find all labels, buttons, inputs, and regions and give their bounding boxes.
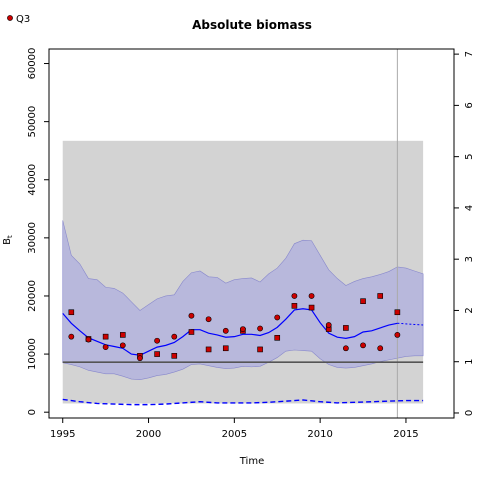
observation-square <box>171 353 178 359</box>
observation-circle <box>222 327 229 334</box>
observation-circle <box>85 336 92 343</box>
observation-square <box>308 304 315 311</box>
observation-circle <box>188 312 195 319</box>
observation-circle <box>154 337 161 344</box>
observation-circle <box>257 325 263 332</box>
y-axis-label: Bt <box>2 235 14 245</box>
observation-square <box>68 309 75 316</box>
observation-square <box>257 346 263 353</box>
svg-text:Bt: Bt <box>2 235 14 245</box>
observation-square <box>343 325 349 331</box>
observation-square <box>119 332 126 338</box>
x-axis-label: Time <box>239 456 264 467</box>
observation-square <box>377 293 384 299</box>
y2-tick-label: 0 <box>464 410 475 416</box>
series-line-forecast <box>397 322 424 326</box>
observation-circle <box>205 316 212 323</box>
series-line-lower-bound-line <box>62 398 424 406</box>
x-tick-label: 1995 <box>50 429 75 440</box>
observation-circle <box>102 344 109 351</box>
legend-marker <box>7 15 13 21</box>
observation-circle <box>68 333 75 340</box>
observation-square <box>291 303 298 309</box>
confidence-band <box>62 220 424 380</box>
observation-square <box>274 335 281 341</box>
plot-layer <box>62 49 424 418</box>
series-line-estimate <box>62 308 398 356</box>
observation-square <box>102 333 109 340</box>
y2-tick-label: 7 <box>464 51 475 57</box>
y2-tick-label: 4 <box>464 205 475 211</box>
x-tick-label: 2010 <box>307 429 332 440</box>
x-tick-label: 2000 <box>136 429 161 440</box>
y-axis-label-main: B <box>2 238 13 245</box>
y-tick-label: 30000 <box>27 222 38 254</box>
observation-circle <box>377 345 384 352</box>
observation-circle <box>360 342 366 349</box>
y-tick-label: 0 <box>27 409 38 415</box>
observation-circle <box>394 332 401 338</box>
y2-tick-label: 3 <box>464 256 475 262</box>
observation-circle <box>240 326 246 332</box>
observation-circle <box>342 345 349 352</box>
x-tick-label: 2005 <box>222 429 247 440</box>
y-axis-label-subscript: t <box>6 235 14 238</box>
y2-tick-label: 6 <box>464 102 475 108</box>
observation-circle <box>171 333 178 340</box>
observation-circle <box>274 314 281 321</box>
observation-square <box>394 309 401 316</box>
y-tick-label: 20000 <box>27 280 38 312</box>
observation-square <box>360 298 366 304</box>
observation-circle <box>137 355 143 362</box>
y2-tick-label: 1 <box>464 359 475 365</box>
observation-square <box>154 351 160 357</box>
y-tick-label: 60000 <box>27 48 38 80</box>
chart-title: Absolute biomass <box>192 18 312 32</box>
observation-square <box>188 329 195 335</box>
axes-layer: 1995 2000 2005 2010 201501000020000300004000… <box>27 48 475 440</box>
y-tick-label: 50000 <box>27 106 38 138</box>
x-tick-label: 2015 <box>393 429 418 440</box>
y-tick-label: 40000 <box>27 164 38 196</box>
legend-label: Q3 <box>16 14 30 25</box>
plot-frame <box>48 48 455 419</box>
observation-circle <box>119 342 126 349</box>
observation-circle <box>325 322 332 328</box>
observation-square <box>205 346 212 353</box>
y-tick-label: 10000 <box>27 338 38 370</box>
y2-tick-label: 2 <box>464 307 475 313</box>
y2-tick-label: 5 <box>464 153 475 159</box>
observation-circle <box>291 293 298 299</box>
observation-square <box>222 345 229 352</box>
observation-circle <box>308 293 315 299</box>
